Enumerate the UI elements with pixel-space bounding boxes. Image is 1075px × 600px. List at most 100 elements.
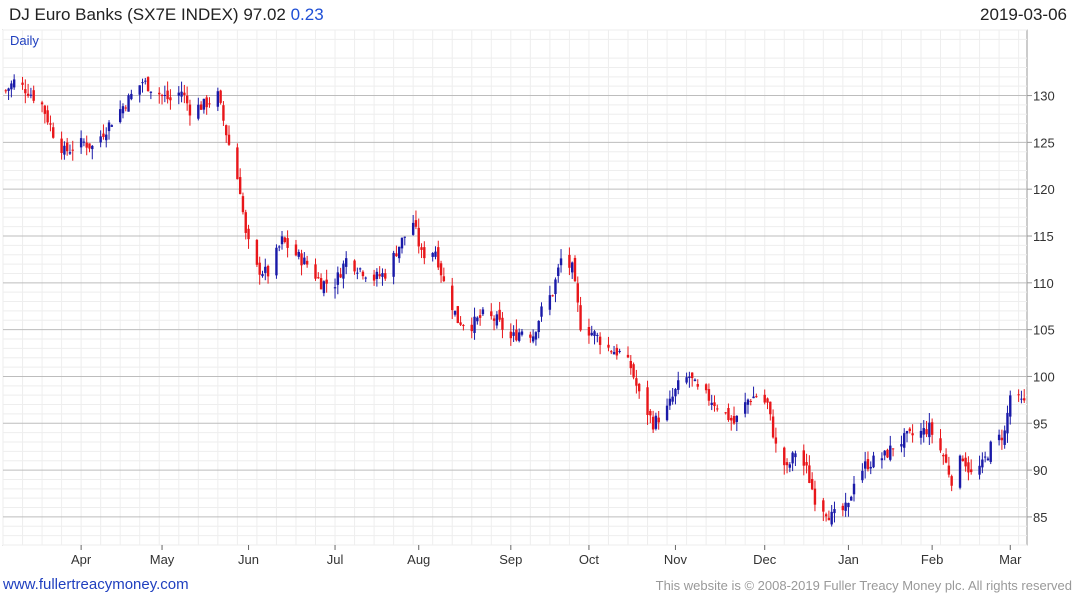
candle-body: [107, 122, 111, 132]
candle-body: [216, 91, 220, 107]
candle-body: [258, 262, 261, 275]
candle-body: [358, 268, 362, 270]
y-tick-label: 105: [1033, 323, 1055, 338]
candle-body: [961, 458, 965, 462]
candle-body: [688, 376, 691, 379]
candle-body: [889, 445, 892, 460]
candle-body: [841, 505, 845, 511]
candle-body: [205, 97, 208, 108]
candle-body: [950, 476, 953, 486]
candle-body: [942, 455, 945, 457]
candle-body: [1003, 430, 1006, 445]
candle-body: [735, 415, 739, 422]
candle-body: [891, 448, 895, 450]
candle-body: [423, 247, 426, 259]
candle-body: [774, 437, 778, 444]
candle-body: [783, 447, 786, 466]
candle-body: [1023, 398, 1026, 401]
candle-body: [850, 496, 853, 501]
candle-body: [183, 92, 186, 96]
candle-body: [403, 236, 406, 238]
candle-body: [364, 277, 367, 279]
candle-body: [160, 95, 164, 97]
candle-body: [969, 469, 973, 473]
candle-body: [395, 253, 398, 257]
candle-body: [470, 324, 473, 332]
candle-body: [46, 110, 49, 123]
candle-body: [414, 220, 418, 227]
candle-body: [554, 279, 557, 295]
candle-body: [830, 511, 833, 525]
candle-body: [911, 433, 914, 436]
candle-body: [690, 372, 694, 379]
candle-body: [339, 274, 342, 278]
candle-body: [166, 90, 169, 100]
candle-body: [534, 332, 538, 340]
candle-body: [434, 251, 437, 257]
candle-body: [278, 246, 281, 248]
candle-body: [102, 133, 105, 137]
y-tick-label: 130: [1033, 89, 1055, 104]
candle-body: [769, 401, 772, 415]
x-tick-label: Feb: [921, 552, 943, 567]
candle-body: [727, 408, 730, 421]
candle-body: [771, 416, 775, 438]
candle-body: [333, 287, 337, 289]
candle-body: [124, 107, 127, 109]
candle-body: [1009, 395, 1012, 417]
x-tick-label: May: [150, 552, 175, 567]
candle-body: [188, 104, 192, 116]
candle-body: [325, 279, 328, 284]
candle-body: [637, 383, 641, 392]
instrument-name: DJ Euro Banks (SX7E INDEX): [9, 5, 239, 24]
candle-body: [844, 502, 847, 511]
candle-body: [453, 310, 457, 315]
candle-body: [303, 257, 306, 265]
candle-body: [515, 329, 518, 341]
candle-body: [802, 450, 805, 466]
candle-body: [707, 389, 711, 401]
site-link[interactable]: www.fullertreacymoney.com: [3, 576, 189, 593]
candle-body: [785, 462, 789, 466]
candle-body: [79, 138, 83, 148]
x-tick-label: Mar: [999, 552, 1022, 567]
candle-body: [548, 295, 552, 310]
candle-body: [573, 257, 577, 282]
candle-body: [905, 431, 909, 434]
candle-body: [222, 105, 225, 121]
candle-body: [442, 276, 446, 282]
candle-body: [473, 316, 476, 333]
candle-body: [805, 462, 808, 466]
candle-body: [813, 488, 817, 505]
candle-body: [286, 238, 289, 248]
candle-body: [492, 318, 496, 321]
x-tick-label: Aug: [407, 552, 430, 567]
candle-body: [922, 428, 925, 435]
candle-body: [520, 331, 524, 335]
last-price: 97.02: [243, 5, 286, 24]
candle-body: [68, 152, 72, 154]
candle-body: [654, 415, 658, 429]
x-tick-label: Dec: [753, 552, 777, 567]
candle-body: [593, 331, 596, 337]
chart-header: DJ Euro Banks (SX7E INDEX) 97.02 0.23 20…: [0, 0, 1075, 30]
candle-body: [314, 264, 317, 279]
candle-body: [997, 434, 1001, 441]
candle-body: [612, 352, 616, 355]
candle-body: [225, 125, 228, 136]
candle-body: [40, 102, 44, 105]
candle-body: [24, 89, 27, 94]
candle-body: [551, 295, 554, 297]
candle-body: [451, 285, 454, 311]
candle-body: [177, 92, 180, 96]
candle-body: [649, 410, 652, 416]
candle-body: [322, 281, 326, 294]
candle-body: [300, 253, 303, 266]
candle-body: [238, 177, 242, 195]
candle-body: [928, 422, 931, 438]
candle-body: [629, 360, 632, 369]
candle-body: [730, 417, 733, 421]
candle-body: [939, 438, 942, 451]
candle-body: [531, 336, 535, 342]
candle-body: [85, 142, 88, 148]
